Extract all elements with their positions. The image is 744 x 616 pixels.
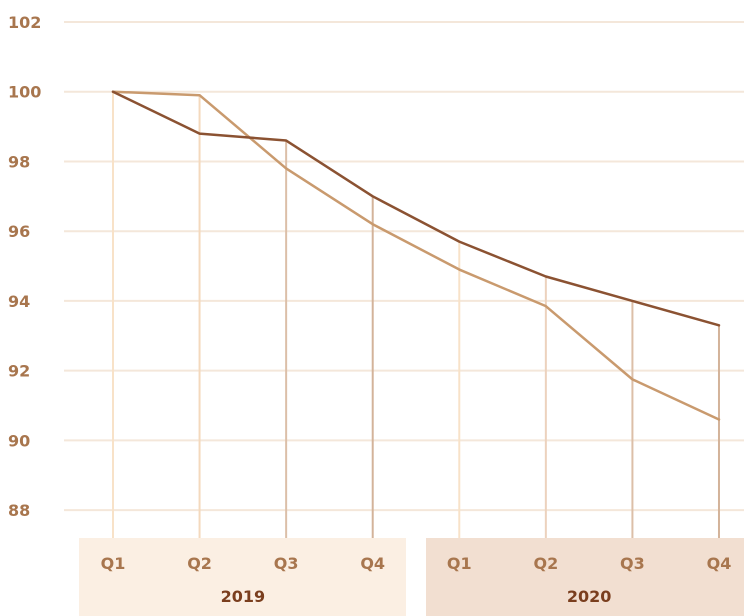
y-tick-label: 96	[8, 222, 30, 241]
y-tick-label: 88	[8, 501, 30, 520]
group-band-2020	[426, 538, 744, 616]
category-drop-lines	[112, 91, 720, 538]
year-label-2019: 2019	[221, 587, 266, 606]
y-tick-label: 98	[8, 152, 30, 171]
series-line-1	[111, 90, 721, 327]
x-axis-tick-labels: Q1 Q2 Q3 Q4 Q1 Q2 Q3 Q4	[101, 554, 732, 573]
x-tick-label: Q3	[274, 554, 299, 573]
x-tick-label: Q1	[101, 554, 126, 573]
y-tick-label: 92	[8, 362, 30, 381]
year-group-bands	[79, 538, 744, 616]
x-tick-label: Q3	[620, 554, 645, 573]
year-group-labels: 2019 2020	[221, 587, 612, 606]
y-tick-label: 102	[8, 13, 41, 32]
series-lines	[111, 90, 721, 421]
y-axis-tick-labels: 88 90 92 94 96 98 100 102	[8, 13, 41, 520]
y-gridlines	[64, 21, 744, 512]
year-label-2020: 2020	[567, 587, 612, 606]
series-line-2	[111, 90, 721, 421]
x-tick-label: Q1	[447, 554, 472, 573]
x-tick-label: Q4	[707, 554, 732, 573]
y-tick-label: 100	[8, 83, 41, 102]
y-tick-label: 94	[8, 292, 30, 311]
x-tick-label: Q2	[533, 554, 558, 573]
x-tick-label: Q4	[360, 554, 385, 573]
x-tick-label: Q2	[187, 554, 212, 573]
group-band-2019	[79, 538, 406, 616]
y-tick-label: 90	[8, 431, 30, 450]
